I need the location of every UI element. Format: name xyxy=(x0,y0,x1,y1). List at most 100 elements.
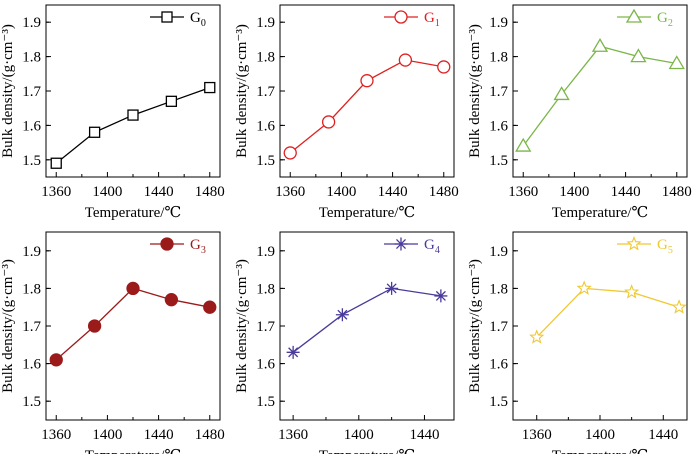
y-tick-label: 1.8 xyxy=(489,281,508,297)
y-tick-label: 1.8 xyxy=(489,50,508,66)
y-tick-label: 1.9 xyxy=(256,244,275,260)
legend-marker xyxy=(394,237,408,251)
series-line xyxy=(536,287,680,338)
data-point xyxy=(671,299,687,314)
legend-label: G2 xyxy=(657,10,673,29)
data-point xyxy=(49,353,63,367)
x-axis-label: Temperature/℃ xyxy=(85,205,182,221)
x-tick-label: 1480 xyxy=(195,184,225,200)
y-tick-label: 1.5 xyxy=(22,153,41,169)
x-tick-label: 1360 xyxy=(275,184,305,200)
x-tick-label: 1400 xyxy=(92,427,122,443)
legend-marker xyxy=(161,11,173,23)
y-tick-label: 1.8 xyxy=(22,50,41,66)
x-tick-label: 1440 xyxy=(648,427,678,443)
data-point xyxy=(283,146,297,160)
data-point xyxy=(624,284,640,299)
chart-panel-3: 1.5 1.6 1.7 1.8 1.9 1360 1400 1440 1480 Temperatu… xyxy=(0,231,225,454)
y-tick-label: 1.6 xyxy=(256,118,275,134)
data-point xyxy=(50,157,62,169)
x-tick-label: 1360 xyxy=(41,427,71,443)
data-point xyxy=(434,289,448,303)
y-tick-label: 1.9 xyxy=(22,244,41,260)
plot-frame xyxy=(512,4,688,178)
plot-frame xyxy=(279,4,455,178)
data-point xyxy=(88,126,101,138)
y-tick-label: 1.7 xyxy=(256,84,275,100)
y-tick-label: 1.6 xyxy=(22,118,41,134)
x-axis-label: Temperature/℃ xyxy=(85,448,182,454)
legend-label: G3 xyxy=(190,237,206,256)
data-point xyxy=(576,280,592,295)
y-tick-label: 1.7 xyxy=(256,319,275,335)
legend-label: G0 xyxy=(190,10,206,29)
x-tick-label: 1400 xyxy=(585,427,615,443)
data-point xyxy=(204,81,216,94)
y-tick-label: 1.6 xyxy=(489,357,508,373)
series-line xyxy=(55,287,210,361)
y-tick-label: 1.8 xyxy=(22,281,41,297)
data-point xyxy=(553,86,570,101)
y-tick-label: 1.9 xyxy=(22,15,41,31)
x-tick-label: 1400 xyxy=(326,184,356,200)
data-point xyxy=(126,281,140,296)
data-point xyxy=(360,74,374,88)
x-tick-label: 1400 xyxy=(559,184,589,200)
data-point xyxy=(203,300,217,314)
x-tick-label: 1400 xyxy=(92,184,122,200)
y-tick-label: 1.6 xyxy=(22,357,41,373)
series-line xyxy=(522,45,677,147)
y-tick-label: 1.7 xyxy=(489,84,508,100)
x-tick-label: 1360 xyxy=(278,427,308,443)
data-point xyxy=(529,329,545,344)
data-point xyxy=(668,55,685,70)
y-tick-label: 1.9 xyxy=(489,15,508,31)
data-point xyxy=(164,293,179,307)
y-axis-label: Bulk density/(g·cm⁻³) xyxy=(234,259,250,393)
y-axis-label: Bulk density/(g·cm⁻³) xyxy=(0,259,16,393)
x-tick-label: 1440 xyxy=(409,427,439,443)
y-tick-label: 1.7 xyxy=(22,84,41,100)
y-tick-label: 1.5 xyxy=(489,394,508,410)
legend-label: G5 xyxy=(657,237,673,256)
data-point xyxy=(165,95,178,107)
x-tick-label: 1360 xyxy=(508,184,538,200)
legend-label: G4 xyxy=(424,237,440,256)
y-axis-label: Bulk density/(g·cm⁻³) xyxy=(467,24,483,158)
chart-panel-1: 1.5 1.6 1.7 1.8 1.9 1360 1400 1440 1480 Temperatu… xyxy=(234,4,459,221)
y-tick-label: 1.9 xyxy=(489,244,508,260)
plot-frame xyxy=(512,231,688,421)
y-tick-label: 1.5 xyxy=(489,153,508,169)
data-point xyxy=(398,53,413,67)
x-tick-label: 1440 xyxy=(144,184,174,200)
x-axis-label: Temperature/℃ xyxy=(319,448,416,454)
y-tick-label: 1.7 xyxy=(22,319,41,335)
x-axis-label: Temperature/℃ xyxy=(552,205,649,221)
x-tick-label: 1440 xyxy=(378,184,408,200)
data-point xyxy=(286,345,300,359)
data-point xyxy=(591,37,609,52)
chart-panel-0: 1.5 1.6 1.7 1.8 1.9 1360 1400 1440 1480 Temperatu… xyxy=(0,4,225,221)
plot-frame xyxy=(279,231,455,421)
y-axis-label: Bulk density/(g·cm⁻³) xyxy=(0,24,16,158)
data-point xyxy=(321,115,336,129)
y-axis-label: Bulk density/(g·cm⁻³) xyxy=(234,24,250,158)
data-point xyxy=(127,109,139,121)
x-tick-label: 1400 xyxy=(344,427,374,443)
y-tick-label: 1.6 xyxy=(256,357,275,373)
chart-panel-4: 1.5 1.6 1.7 1.8 1.9 1360 1400 1440 Temperature/℃… xyxy=(234,231,455,454)
series-line xyxy=(55,86,211,164)
data-point xyxy=(385,281,399,295)
x-tick-label: 1480 xyxy=(429,184,459,200)
x-axis-label: Temperature/℃ xyxy=(552,448,649,454)
y-tick-label: 1.5 xyxy=(22,394,41,410)
legend-marker xyxy=(160,237,174,251)
plot-frame xyxy=(45,231,221,421)
data-point xyxy=(87,319,102,333)
x-tick-label: 1480 xyxy=(195,427,225,443)
y-tick-label: 1.9 xyxy=(256,15,275,31)
x-axis-label: Temperature/℃ xyxy=(319,205,416,221)
y-tick-label: 1.8 xyxy=(256,281,275,297)
legend-marker xyxy=(626,235,642,251)
